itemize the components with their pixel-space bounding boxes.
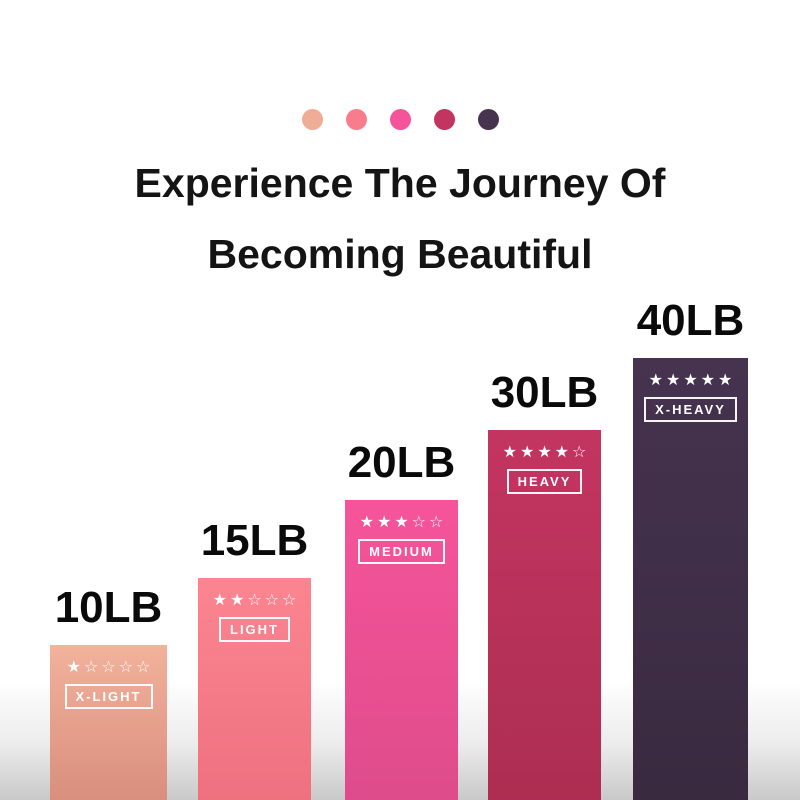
star-rating-icon: ★★★★☆ [502,442,590,461]
resistance-level-badge: MEDIUM [358,539,445,564]
resistance-level-badge: X-LIGHT [64,684,153,709]
bar: ★★★☆☆ MEDIUM [345,500,458,800]
star-rating-icon: ★★☆☆☆ [212,590,300,609]
palette-dot-icon [301,109,323,130]
star-rating-icon: ★☆☆☆☆ [66,657,154,676]
palette-dot-icon [389,109,411,130]
bar: ★★★★☆ HEAVY [488,430,601,800]
bar-weight-label: 30LB [490,368,599,417]
bar-weight-label: 20LB [347,438,456,487]
palette-dot-icon [345,109,367,130]
poster-title: Experience The Journey Of Becoming Beaut… [0,148,800,290]
resistance-level-badge: HEAVY [506,469,583,494]
palette-dot-icon [477,109,499,130]
bar: ★☆☆☆☆ X-LIGHT [50,645,167,800]
resistance-level-badge: X-HEAVY [644,397,737,422]
star-rating-icon: ★★★☆☆ [359,512,447,531]
title-line-2: Becoming Beautiful [207,231,593,277]
resistance-level-badge: LIGHT [219,617,290,642]
bar-weight-label: 10LB [54,583,163,632]
bar-group: 10LB ★☆☆☆☆ X-LIGHT [50,586,167,800]
bar-weight-label: 15LB [200,516,309,565]
title-line-1: Experience The Journey Of [134,160,666,206]
palette-dot-icon [433,109,455,130]
bar: ★★★★★ X-HEAVY [633,358,748,800]
bar-group: 20LB ★★★☆☆ MEDIUM [345,441,458,800]
bar: ★★☆☆☆ LIGHT [198,578,311,800]
bar-group: 30LB ★★★★☆ HEAVY [488,371,601,800]
bar-group: 40LB ★★★★★ X-HEAVY [633,299,748,800]
bar-group: 15LB ★★☆☆☆ LIGHT [198,519,311,800]
star-rating-icon: ★★★★★ [648,370,736,389]
bar-weight-label: 40LB [636,296,745,345]
palette-dots-row [0,109,800,130]
